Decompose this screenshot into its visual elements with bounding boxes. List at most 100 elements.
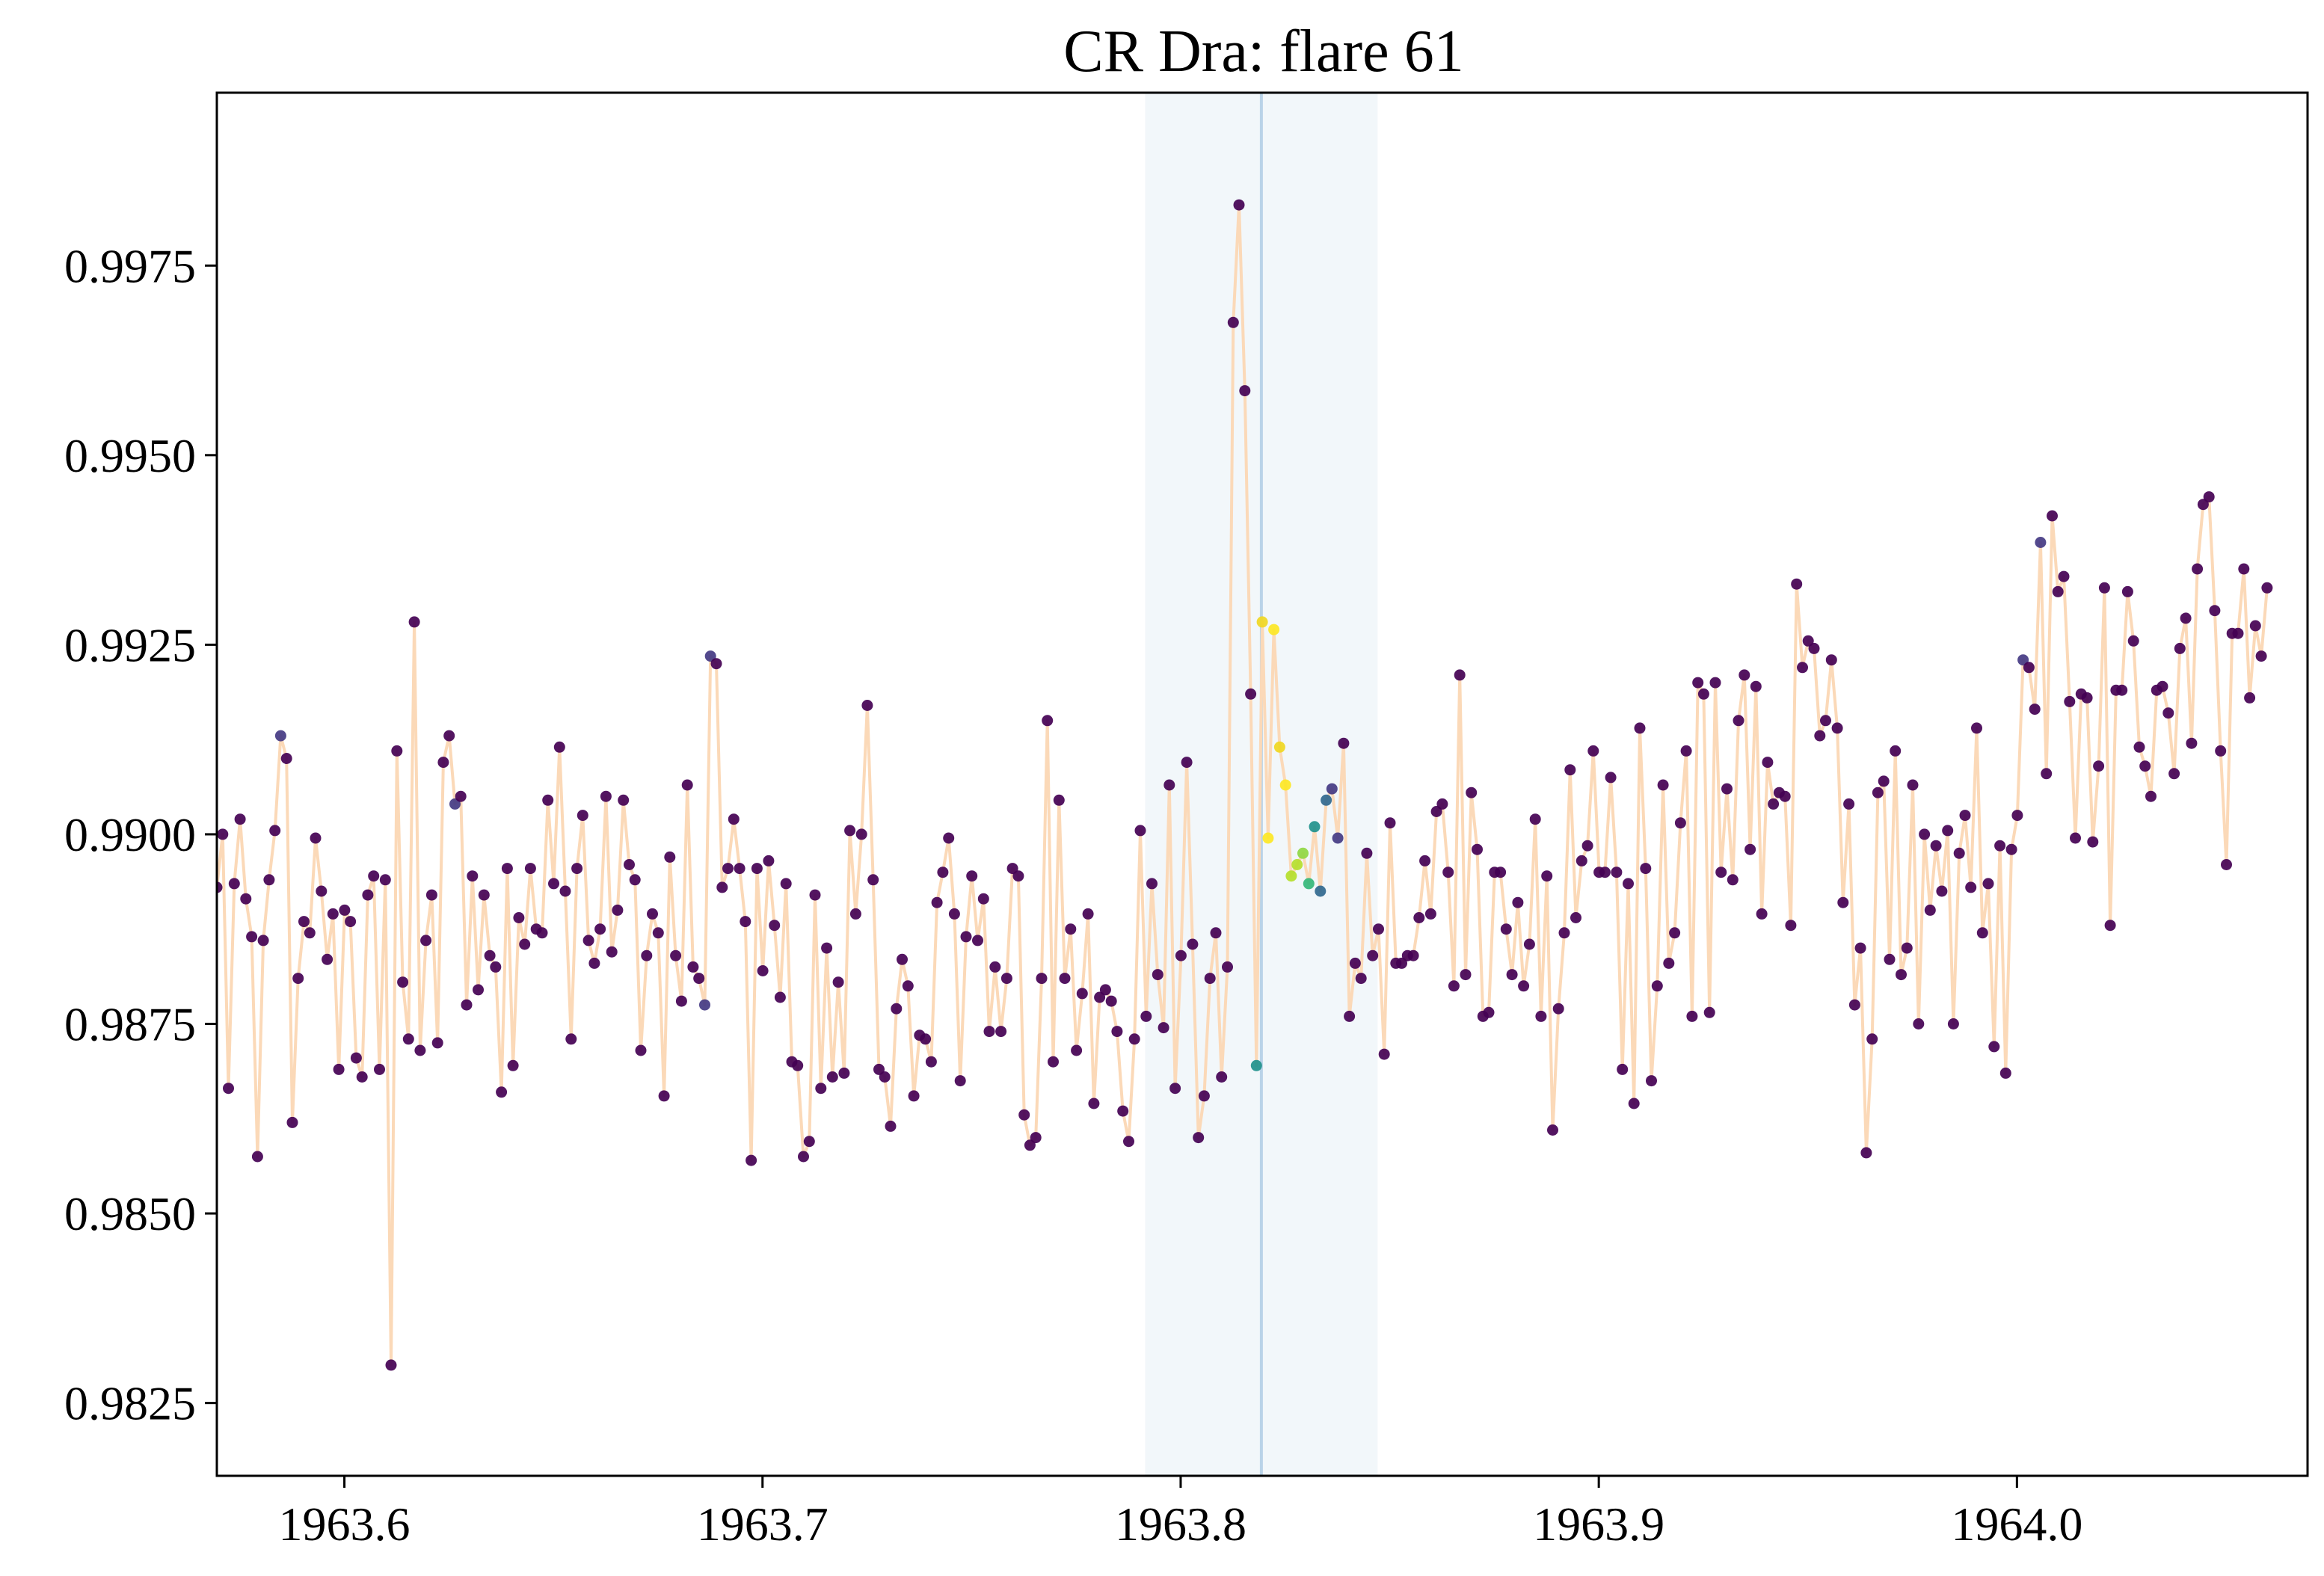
data-point bbox=[478, 889, 490, 901]
data-point bbox=[687, 961, 699, 973]
data-point bbox=[1860, 1147, 1872, 1159]
data-point bbox=[1808, 642, 1820, 654]
data-point bbox=[879, 1071, 891, 1083]
data-point bbox=[408, 616, 420, 628]
data-point bbox=[1657, 779, 1669, 791]
data-point bbox=[1285, 870, 1297, 882]
y-tick-label: 0.9975 bbox=[64, 239, 196, 292]
data-point bbox=[1250, 1059, 1262, 1071]
data-point bbox=[2174, 642, 2186, 654]
data-point bbox=[1472, 843, 1483, 855]
data-point bbox=[2249, 620, 2261, 632]
data-point bbox=[844, 825, 856, 837]
data-point bbox=[1982, 878, 1994, 890]
data-point bbox=[2041, 768, 2053, 780]
data-point bbox=[652, 927, 664, 939]
data-point bbox=[1976, 927, 1988, 939]
data-point bbox=[374, 1063, 385, 1075]
data-point bbox=[1512, 896, 1524, 908]
data-point bbox=[1947, 1018, 1959, 1029]
data-point bbox=[1733, 715, 1744, 727]
data-point bbox=[322, 953, 333, 965]
data-point bbox=[861, 700, 873, 711]
data-point bbox=[751, 863, 763, 875]
data-point bbox=[1848, 999, 1860, 1011]
data-point bbox=[1152, 969, 1163, 981]
data-point bbox=[1721, 783, 1733, 795]
data-point bbox=[1466, 787, 1478, 798]
data-point bbox=[2064, 695, 2076, 707]
data-point bbox=[2192, 563, 2204, 575]
data-point bbox=[310, 832, 322, 844]
data-point bbox=[1674, 817, 1686, 829]
data-point bbox=[1315, 885, 1327, 897]
data-point bbox=[1541, 870, 1553, 882]
data-point bbox=[2127, 635, 2139, 647]
data-point bbox=[1495, 867, 1507, 878]
data-point bbox=[223, 1083, 234, 1095]
data-point bbox=[803, 1136, 815, 1148]
data-point bbox=[2052, 585, 2064, 597]
data-point bbox=[1344, 1010, 1356, 1022]
data-point bbox=[1239, 385, 1251, 397]
x-tick-label: 1963.6 bbox=[279, 1497, 411, 1551]
data-point bbox=[519, 938, 531, 950]
data-point bbox=[1099, 984, 1111, 996]
data-point bbox=[1872, 787, 1884, 798]
data-point bbox=[1576, 855, 1587, 867]
data-point bbox=[658, 1090, 670, 1102]
data-point bbox=[809, 889, 821, 901]
data-point bbox=[769, 920, 781, 932]
data-point bbox=[815, 1083, 827, 1095]
data-point bbox=[1303, 878, 1315, 890]
data-point bbox=[948, 908, 960, 920]
data-point bbox=[1262, 832, 1274, 844]
data-point bbox=[1535, 1010, 1547, 1022]
data-point bbox=[420, 935, 432, 946]
data-point bbox=[1413, 912, 1425, 923]
data-point bbox=[1930, 840, 1942, 852]
data-point bbox=[832, 976, 844, 988]
data-point bbox=[304, 927, 316, 939]
data-point bbox=[1163, 779, 1175, 791]
data-point bbox=[1349, 957, 1361, 969]
data-point bbox=[1128, 1033, 1140, 1045]
data-point bbox=[316, 885, 328, 897]
data-point bbox=[1663, 957, 1675, 969]
data-point bbox=[2058, 570, 2070, 582]
data-point bbox=[1866, 1033, 1878, 1045]
data-point bbox=[1697, 688, 1709, 700]
data-point bbox=[496, 1086, 508, 1098]
data-point bbox=[1123, 1136, 1134, 1148]
data-point bbox=[391, 745, 403, 757]
data-point bbox=[1140, 1010, 1152, 1022]
data-points bbox=[217, 199, 2273, 1371]
data-point bbox=[1158, 1022, 1169, 1034]
data-point bbox=[368, 870, 380, 882]
data-point bbox=[257, 935, 269, 946]
data-point bbox=[402, 1033, 414, 1045]
data-point bbox=[716, 881, 728, 893]
data-point bbox=[1779, 790, 1791, 802]
data-point bbox=[1802, 635, 1814, 647]
data-point bbox=[425, 889, 437, 901]
data-point bbox=[1419, 855, 1431, 867]
data-point bbox=[1193, 1132, 1205, 1144]
data-point bbox=[240, 893, 252, 905]
data-point bbox=[484, 949, 496, 961]
data-point bbox=[989, 961, 1001, 973]
data-point bbox=[513, 912, 525, 923]
data-point bbox=[1268, 624, 1280, 635]
data-point bbox=[757, 965, 769, 976]
data-point bbox=[269, 825, 281, 837]
data-point bbox=[1210, 927, 1222, 939]
data-point bbox=[1564, 764, 1576, 776]
data-point bbox=[542, 794, 554, 806]
data-point bbox=[740, 916, 751, 928]
data-point bbox=[1291, 859, 1303, 870]
data-point bbox=[1198, 1090, 1210, 1102]
data-point bbox=[385, 1359, 397, 1371]
data-point bbox=[292, 973, 304, 985]
data-point bbox=[1605, 772, 1617, 784]
data-point bbox=[2104, 920, 2116, 932]
